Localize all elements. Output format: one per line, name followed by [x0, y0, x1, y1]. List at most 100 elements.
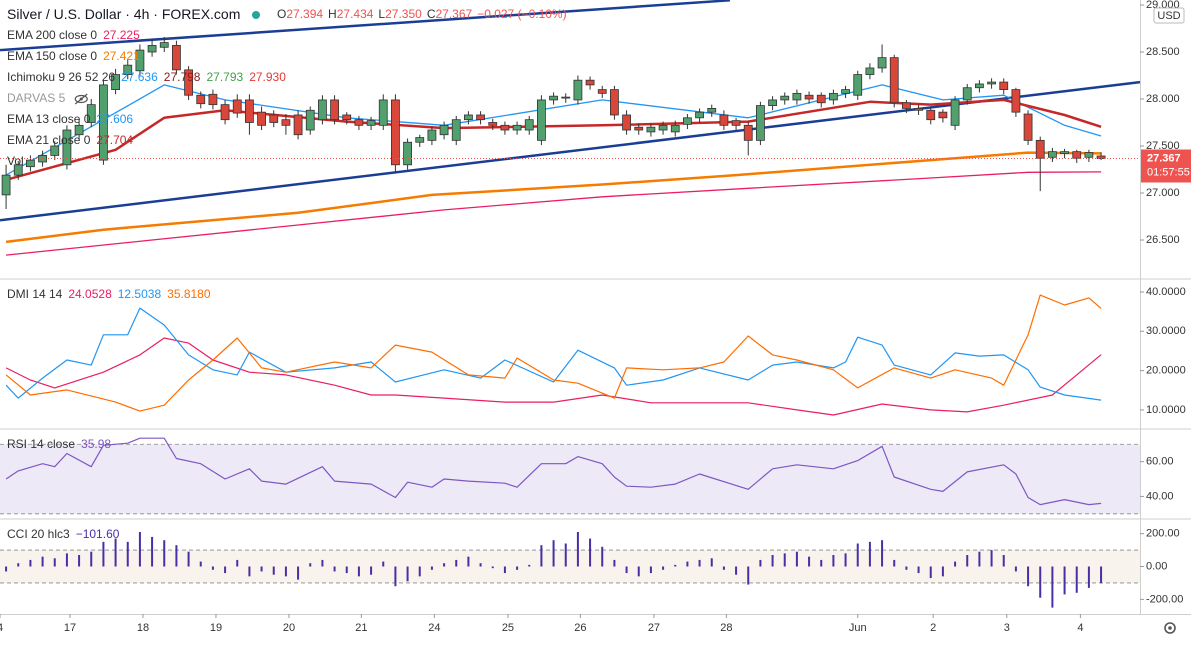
cci-bar	[540, 545, 543, 567]
candle-body	[719, 114, 729, 126]
legend-name: EMA 150 close 0	[7, 49, 97, 63]
last-price-label: 27.367	[1147, 152, 1181, 164]
candle-body	[220, 104, 230, 121]
legend-row: CCI 20 hlc3 −101.60	[7, 527, 120, 541]
legend-name: EMA 21 close 0	[7, 133, 91, 147]
candle-body	[695, 111, 704, 119]
y-tick-label: 10.0000	[1146, 404, 1186, 416]
cci-bar	[686, 561, 689, 567]
x-tick-label: 2	[930, 622, 936, 634]
candle-body	[1072, 151, 1082, 159]
candle-body	[293, 114, 303, 136]
cci-bar	[759, 559, 762, 567]
candle-body	[1011, 89, 1021, 113]
cci-bar	[552, 540, 555, 567]
cci-bar	[138, 531, 141, 567]
cci-bar	[236, 559, 239, 567]
band-fill	[0, 550, 1140, 583]
chart-title-text: Silver / U.S. Dollar · 4h · FOREX.com	[7, 6, 240, 22]
y-tick-label: 26.500	[1146, 234, 1180, 246]
cci-bar	[126, 541, 129, 567]
trend-line	[0, 0, 731, 52]
cci-bar	[1027, 566, 1030, 587]
candle-body	[245, 99, 254, 123]
legend-name: Vol	[7, 154, 24, 168]
currency-label: USD	[1157, 10, 1180, 22]
trend-line	[0, 80, 1141, 222]
cci-bar	[649, 566, 652, 574]
legend-value: 12.5038	[118, 287, 162, 301]
legend-value: 35.8180	[167, 287, 211, 301]
x-tick-label: 26	[574, 622, 586, 634]
candle-body	[476, 114, 485, 121]
candle-body	[391, 99, 400, 166]
y-tick-label: 28.500	[1146, 46, 1180, 58]
candle-body	[378, 99, 388, 126]
y-tick-label: 29.000	[1146, 0, 1180, 11]
cci-bar	[795, 551, 798, 567]
candle-body	[159, 42, 169, 48]
cci-bar	[625, 566, 628, 574]
x-tick-label: 17	[64, 622, 76, 634]
x-tick-label: 20	[283, 622, 295, 634]
cci-bar	[175, 545, 178, 567]
cci-bar	[881, 540, 884, 567]
candle-body	[962, 87, 972, 101]
last-price-box	[1141, 149, 1191, 183]
candle-body	[147, 45, 157, 53]
market-status-dot	[252, 11, 260, 19]
cci-bar	[674, 564, 677, 567]
legend-name: EMA 13 close 0	[7, 112, 91, 126]
cci-bar	[710, 558, 713, 567]
legend-value: 27.225	[103, 28, 140, 42]
ohlc-item: 27.367	[435, 7, 472, 21]
cci-bar	[516, 566, 519, 570]
candle-body	[914, 107, 923, 111]
cci-bar	[491, 566, 494, 569]
cci-bar	[309, 563, 312, 567]
cci-bar	[1063, 566, 1066, 595]
y-tick-label: 20.0000	[1146, 365, 1186, 377]
cci-bar	[65, 553, 68, 567]
y-tick-label: 27.500	[1146, 140, 1180, 152]
candle-body	[573, 79, 583, 101]
candle-body	[853, 74, 863, 96]
cci-bar	[528, 564, 531, 567]
candle-body	[305, 109, 315, 131]
cci-bar	[1002, 555, 1005, 567]
cci-bar	[29, 559, 32, 567]
candle-body	[524, 119, 534, 131]
candle-body	[658, 124, 668, 131]
y-tick-label: 200.00	[1146, 528, 1180, 540]
indicator-line	[5, 337, 1102, 416]
legend-row: EMA 150 close 0 27.421	[7, 49, 140, 63]
candle-body	[610, 89, 619, 116]
candle-body	[257, 111, 266, 126]
legend-name: DMI 14 14	[7, 287, 63, 301]
settings-icon-ring[interactable]	[1164, 622, 1176, 634]
candle-body	[780, 95, 790, 101]
cci-bar	[297, 566, 300, 580]
candle-body	[731, 120, 741, 126]
candle-body	[816, 94, 826, 104]
moving-average	[5, 151, 1102, 244]
candle-body	[135, 49, 145, 72]
legend-row: RSI 14 close 35.98	[7, 437, 111, 451]
legend-name: CCI 20 hlc3	[7, 527, 70, 541]
x-tick-label: 21	[355, 622, 367, 634]
candle-body	[342, 114, 352, 121]
candle-body	[330, 99, 339, 121]
candle-body	[926, 109, 936, 121]
ohlc-item: C	[427, 7, 436, 21]
candle-body	[208, 93, 218, 106]
settings-icon-center[interactable]	[1168, 626, 1172, 630]
y-tick-label: 27.000	[1146, 187, 1180, 199]
ohlc-item: O	[277, 7, 286, 21]
cci-bar	[832, 555, 835, 567]
settings-icon[interactable]	[1164, 622, 1176, 634]
cci-bar	[662, 566, 665, 570]
candle-body	[184, 69, 193, 96]
cci-bar	[576, 531, 579, 567]
candle-body	[756, 105, 765, 141]
candle-body	[26, 159, 35, 168]
